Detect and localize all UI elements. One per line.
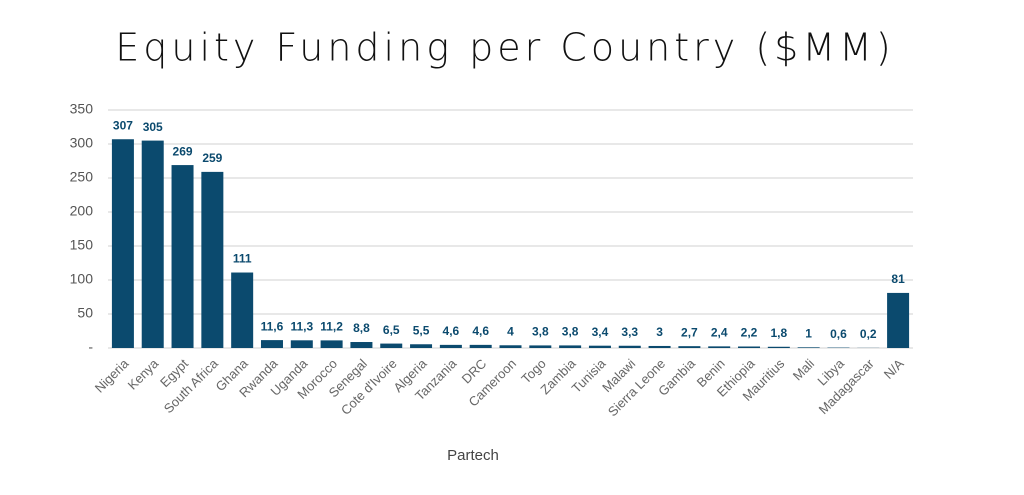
value-label: 259 — [202, 151, 222, 165]
bar — [797, 347, 820, 348]
bar — [529, 345, 552, 348]
value-label: 305 — [143, 120, 163, 134]
bar — [887, 292, 910, 348]
y-tick-label: 300 — [70, 135, 94, 151]
value-label: 5,5 — [413, 323, 430, 337]
value-label: 11,3 — [290, 319, 313, 333]
value-label: 111 — [233, 252, 252, 266]
value-label: 4,6 — [472, 324, 489, 338]
bar — [231, 272, 254, 348]
bar — [410, 344, 433, 348]
value-label: 3 — [656, 325, 663, 339]
value-label: 6,5 — [383, 323, 400, 337]
bar — [499, 345, 522, 348]
y-tick-label: 50 — [77, 305, 93, 321]
value-label: 269 — [173, 144, 193, 158]
bar — [171, 165, 194, 348]
x-tick-label: Nigeria — [92, 355, 132, 395]
bar — [260, 340, 283, 348]
value-label: 1 — [805, 326, 812, 340]
value-label: 2,7 — [681, 325, 698, 339]
bar — [738, 346, 761, 348]
value-label: 1,8 — [770, 326, 787, 340]
y-tick-label: 250 — [70, 169, 94, 185]
bar — [588, 345, 611, 348]
x-tick-label: Mali — [790, 356, 818, 384]
y-tick-label: 200 — [70, 203, 94, 219]
value-label: 3,8 — [562, 325, 579, 339]
bar — [201, 171, 224, 348]
bar — [469, 344, 492, 348]
bar — [678, 346, 701, 348]
value-label: 2,2 — [741, 326, 758, 340]
y-tick-label: 100 — [70, 271, 94, 287]
bar — [559, 345, 582, 348]
value-label: 307 — [113, 118, 133, 132]
value-label: 11,6 — [261, 319, 284, 333]
value-label: 4,6 — [443, 324, 460, 338]
bar — [648, 345, 671, 348]
value-label: 0,2 — [860, 327, 877, 341]
value-label: 81 — [891, 272, 905, 286]
bar — [111, 139, 134, 348]
x-tick-label: Kenya — [125, 355, 162, 392]
bar — [320, 340, 343, 348]
bar — [141, 140, 164, 348]
value-label: 3,4 — [592, 325, 609, 339]
value-label: 0,6 — [830, 327, 847, 341]
value-label: 3,8 — [532, 325, 549, 339]
bar — [350, 342, 373, 348]
bar — [767, 346, 790, 348]
value-label: 2,4 — [711, 326, 728, 340]
bar — [618, 345, 641, 348]
chart-title: Equity Funding per Country ($MM) — [115, 26, 894, 70]
bar — [290, 340, 313, 348]
y-tick-label: 350 — [70, 101, 94, 117]
value-label: 4 — [507, 324, 514, 338]
value-label: 3,3 — [621, 325, 638, 339]
bar — [708, 346, 731, 348]
y-tick-label: 150 — [70, 237, 94, 253]
x-tick-label: N/A — [881, 356, 907, 382]
value-label: 11,2 — [320, 320, 343, 334]
value-label: 8,8 — [353, 321, 370, 335]
bar — [380, 343, 403, 348]
source: Partech — [447, 447, 499, 464]
bar — [439, 344, 462, 348]
y-tick-label: - — [88, 339, 93, 355]
